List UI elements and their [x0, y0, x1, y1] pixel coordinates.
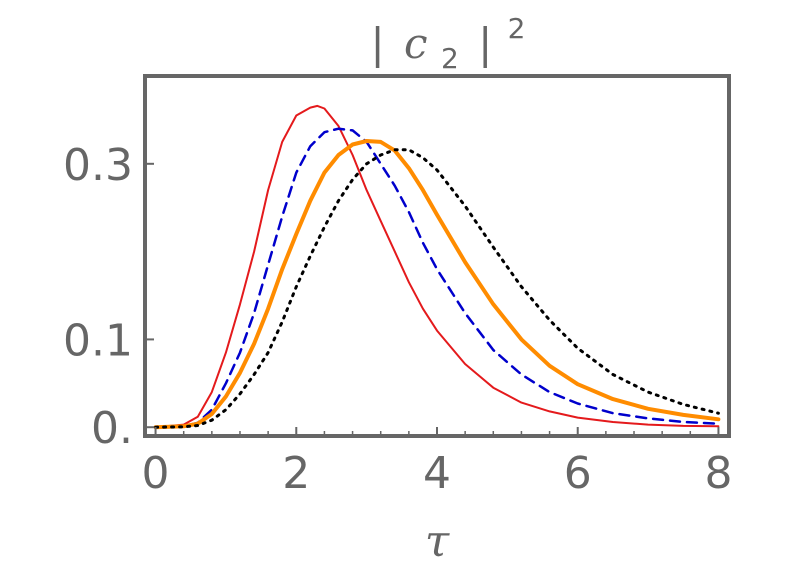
x-tick-label: 2 [282, 448, 310, 499]
series-layer [153, 104, 721, 430]
x-tick-label: 8 [704, 448, 732, 499]
series-line-4 [154, 148, 720, 429]
series-line-1 [154, 104, 720, 429]
title-bar-right: | [478, 19, 492, 68]
plot-title: | c 2 | 2 [371, 12, 526, 78]
y-tick-label: 0.3 [63, 140, 133, 191]
title-variable: c [404, 19, 428, 68]
series-line-3 [153, 139, 721, 430]
title-subscript: 2 [441, 42, 459, 75]
title-bar-left: | [371, 19, 385, 68]
title-superscript: 2 [508, 12, 526, 45]
plot-frame [143, 74, 731, 438]
x-tick-label: 4 [423, 448, 451, 499]
x-axis-label: τ [425, 516, 450, 567]
x-tick-label: 6 [564, 448, 592, 499]
x-tick-label: 0 [142, 448, 170, 499]
y-tick-label: 0.1 [63, 315, 133, 366]
y-tick-label: 0. [91, 403, 133, 454]
series-line-2 [154, 127, 720, 429]
ticks-layer: 0 2 4 6 8 0. 0.1 0.3 [63, 140, 732, 499]
svg-text:| c 2 |: | c 2 | 2 [371, 12, 526, 78]
